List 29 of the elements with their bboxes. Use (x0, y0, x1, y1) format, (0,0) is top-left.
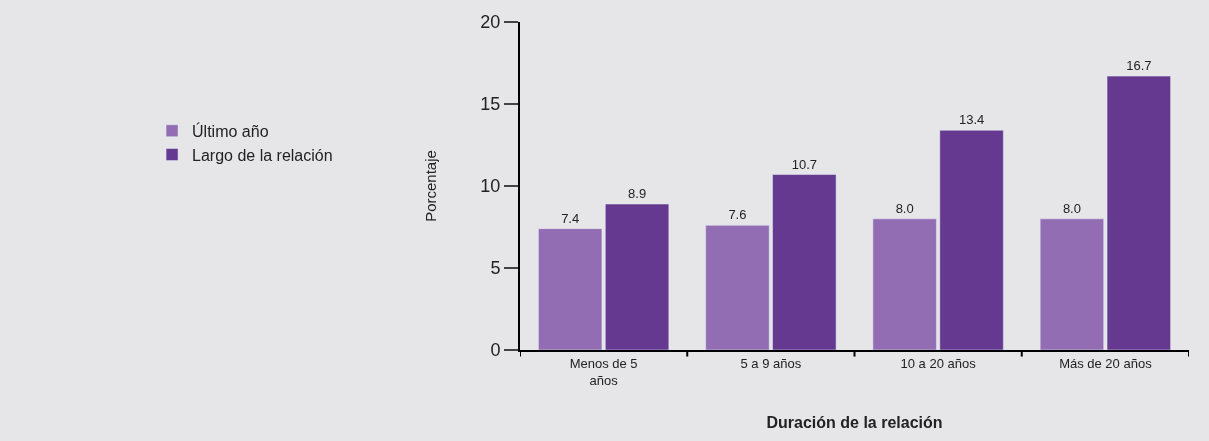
x-axis-title: Duración de la relación (766, 413, 943, 431)
y-tick-label: 0 (490, 340, 501, 361)
data-label: 7.4 (561, 210, 580, 226)
data-label: 16.7 (1126, 58, 1152, 74)
y-tick-label: 20 (480, 12, 501, 33)
y-tick-label: 5 (490, 258, 501, 279)
bar (705, 225, 770, 350)
x-tick-label: Más de 20 años (1059, 355, 1153, 371)
data-label: 8.0 (895, 200, 914, 216)
data-label: 13.4 (958, 112, 985, 128)
data-label: 10.7 (791, 156, 817, 172)
x-tick-label: 10 a 20 años (900, 355, 977, 371)
data-label: 7.6 (728, 207, 747, 223)
bar (939, 129, 1004, 350)
data-label: 8.0 (1062, 200, 1081, 216)
y-axis-title: Porcentaje (422, 150, 440, 222)
y-tick-label: 10 (480, 176, 501, 197)
legend-label: Largo de la relación (192, 146, 333, 164)
bar (1039, 218, 1104, 350)
bar (538, 228, 603, 350)
bar (605, 203, 670, 350)
bar (772, 174, 837, 350)
x-tick-label: 5 a 9 años (740, 355, 802, 371)
data-label: 8.9 (628, 186, 647, 202)
bar (1106, 75, 1171, 350)
bar (872, 218, 937, 350)
y-tick-label: 15 (480, 94, 501, 115)
x-tick-label: Menos de 5 años (569, 355, 638, 388)
legend-label: Último año (192, 121, 269, 140)
